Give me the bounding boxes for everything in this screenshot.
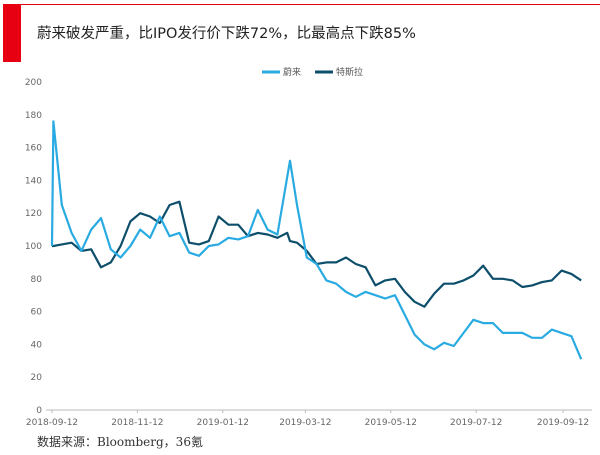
legend: 蔚来 特斯拉	[262, 66, 363, 78]
y-tick-label: 200	[25, 78, 42, 88]
y-tick-label: 100	[25, 242, 42, 252]
x-tick-label: 2019-05-12	[365, 418, 417, 428]
header-accent-bar	[3, 5, 21, 62]
y-tick-label: 180	[25, 111, 42, 121]
series-line-蔚来	[50, 120, 583, 360]
y-tick-label: 60	[31, 308, 43, 318]
x-tick-label: 2019-01-12	[197, 418, 249, 428]
y-tick-label: 0	[36, 406, 42, 416]
y-tick-label: 160	[25, 144, 42, 154]
y-tick-label: 80	[31, 275, 43, 285]
x-tick-label: 2018-09-12	[26, 418, 78, 428]
y-tick-label: 140	[25, 176, 42, 186]
y-tick-label: 40	[31, 340, 43, 350]
data-source: 数据来源：Bloomberg，36氪	[37, 435, 203, 449]
x-tick-label: 2019-07-12	[450, 418, 502, 428]
chart-title: 蔚来破发严重，比IPO发行价下跌72%，比最高点下跌85%	[37, 26, 416, 42]
y-tick-label: 20	[31, 373, 43, 383]
y-tick-label: 120	[25, 209, 42, 219]
legend-label: 特斯拉	[336, 66, 363, 78]
axes: 0 20 40 60 80 100 120 140 160 180 200 2018-09-12 201…	[25, 78, 592, 428]
series-lines	[50, 120, 583, 360]
header-rule	[3, 4, 600, 5]
series-line-特斯拉	[52, 200, 582, 308]
legend-label: 蔚来	[283, 66, 301, 78]
x-tick-label: 2018-11-12	[111, 418, 163, 428]
x-tick-label: 2019-03-12	[279, 418, 331, 428]
x-tick-label: 2019-09-12	[537, 418, 589, 428]
